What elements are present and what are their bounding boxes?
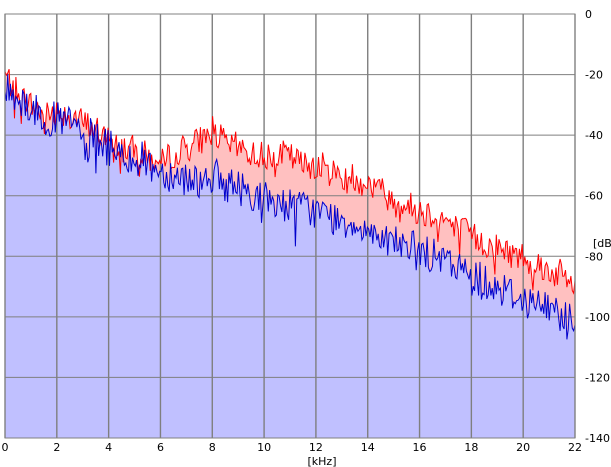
x-tick-label: 18 [464, 441, 478, 454]
series-2-line [4, 74, 576, 340]
y-tick-label: 0 [585, 8, 592, 21]
y-tick-label: -80 [585, 250, 603, 263]
y-tick-label: -20 [585, 69, 603, 82]
x-axis-label: [kHz] [308, 455, 337, 467]
y-tick-label: -100 [585, 311, 610, 324]
y-tick-label: -140 [585, 432, 610, 445]
y-tick-labels: 0 -20 -40 -60 -80 -100 -120 -140 [585, 8, 610, 445]
y-tick-label: -40 [585, 129, 603, 142]
x-tick-label: 10 [257, 441, 271, 454]
x-tick-label: 0 [2, 441, 9, 454]
x-tick-label: 14 [361, 441, 375, 454]
y-tick-label: -60 [585, 190, 603, 203]
y-tick-label: -120 [585, 371, 610, 384]
x-tick-label: 12 [309, 441, 323, 454]
plot-frame [4, 13, 576, 439]
x-tick-label: 6 [157, 441, 164, 454]
x-tick-label: 8 [209, 441, 216, 454]
x-tick-label: 2 [53, 441, 60, 454]
y-axis-label: [dB] [593, 237, 611, 250]
x-tick-label: 20 [516, 441, 530, 454]
x-tick-label: 22 [568, 441, 582, 454]
x-tick-label: 16 [413, 441, 427, 454]
x-tick-label: 4 [105, 441, 112, 454]
x-tick-labels: 0 2 4 6 8 10 12 14 16 18 20 22 [2, 441, 583, 454]
